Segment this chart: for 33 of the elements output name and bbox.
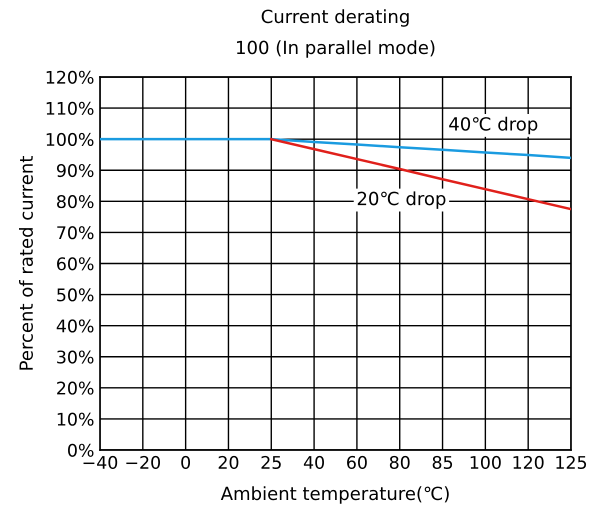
line-series <box>100 138 571 160</box>
x-tick-label: 85 <box>432 456 452 469</box>
x-tick-label: 80 <box>390 456 410 469</box>
y-tick-label: 80% <box>57 195 94 208</box>
x-tick-label: 60 <box>347 456 367 469</box>
x-tick-label: 120 <box>514 456 544 469</box>
x-tick-label: 40 <box>304 456 324 469</box>
y-tick-label: 10% <box>58 412 94 426</box>
x-tick-label: −40 <box>84 456 118 469</box>
annotation: 40℃ drop <box>449 116 538 134</box>
x-tick-label: 25 <box>262 456 281 469</box>
y-tick-label: 40% <box>56 319 94 333</box>
y-tick-label: 110% <box>46 102 94 115</box>
line-series <box>270 138 571 210</box>
annotation: 20℃ drop <box>358 191 446 209</box>
y-tick-label: 30% <box>57 350 94 364</box>
x-tick-label: 20 <box>218 456 238 469</box>
y-tick-label: 90% <box>56 164 94 178</box>
y-axis-title: Percent of rated current <box>19 156 33 370</box>
x-tick-label: 0 <box>181 456 190 469</box>
x-tick-label: 125 <box>556 456 586 469</box>
y-tick-label: 20% <box>57 382 94 395</box>
x-tick-label: 100 <box>470 456 501 469</box>
x-tick-label: −20 <box>126 456 160 469</box>
chart-title: Current derating <box>262 9 409 27</box>
chart-subtitle: 100 (In parallel mode) <box>237 40 434 58</box>
y-tick-label: 50% <box>57 288 94 302</box>
y-tick-label: 60% <box>57 257 94 270</box>
x-axis-title: Ambient temperature(℃) <box>220 486 449 504</box>
y-tick-label: 100% <box>46 132 94 146</box>
y-tick-label: 70% <box>57 226 94 240</box>
y-tick-label: 0% <box>68 444 94 457</box>
y-tick-label: 120% <box>46 70 94 84</box>
